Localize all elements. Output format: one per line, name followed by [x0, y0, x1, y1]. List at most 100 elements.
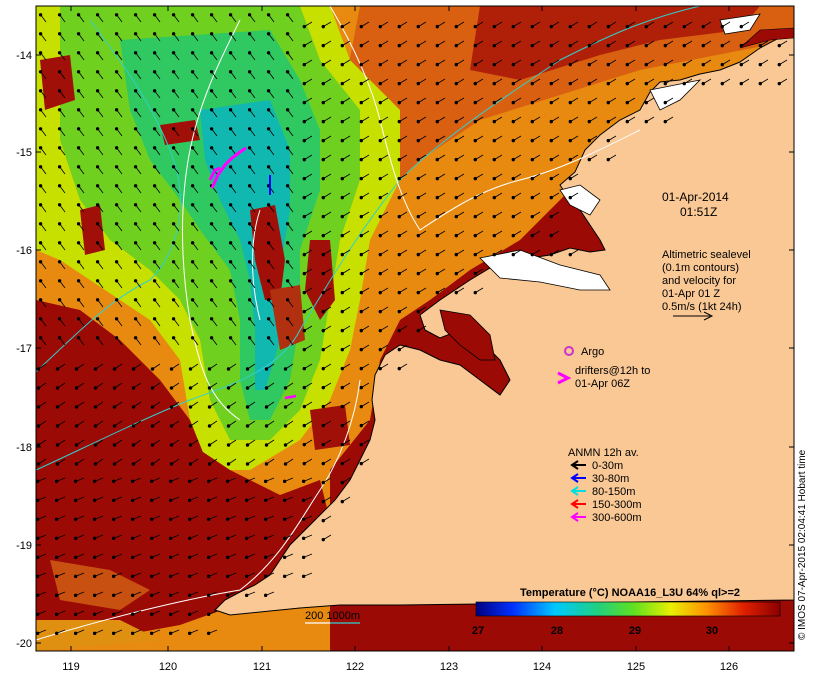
- velocity-arrow-head: [95, 336, 100, 340]
- velocity-arrow-head: [266, 13, 271, 17]
- velocity-arrow-head: [266, 108, 271, 112]
- velocity-arrow-head: [150, 367, 155, 371]
- velocity-arrow-head: [285, 13, 290, 17]
- velocity-arrow-head: [150, 405, 155, 409]
- velocity-arrow-head: [36, 498, 40, 503]
- velocity-arrow-head: [302, 404, 306, 409]
- velocity-arrow-head: [228, 184, 233, 188]
- velocity-arrow-head: [758, 81, 762, 86]
- velocity-arrow-head: [473, 252, 477, 257]
- velocity-arrow-head: [340, 442, 344, 447]
- colorbar-tick-label: 27: [472, 625, 484, 637]
- lon-tick-label: 123: [440, 661, 458, 673]
- lat-tick-label: -17: [16, 343, 32, 355]
- velocity-arrow-head: [245, 405, 250, 409]
- velocity-arrow-head: [171, 32, 176, 36]
- velocity-arrow-head: [92, 612, 97, 617]
- velocity-arrow-head: [111, 498, 116, 503]
- velocity-arrow-head: [511, 119, 515, 124]
- velocity-arrow-head: [340, 347, 344, 352]
- velocity-arrow-head: [149, 612, 154, 617]
- velocity-arrow-head: [435, 100, 439, 105]
- velocity-arrow-head: [397, 157, 401, 162]
- velocity-arrow-head: [247, 184, 252, 188]
- velocity-arrow-head: [206, 498, 211, 503]
- velocity-arrow-head: [549, 252, 553, 257]
- velocity-arrow-head: [266, 89, 271, 93]
- velocity-arrow-head: [57, 241, 62, 245]
- velocity-arrow-head: [285, 165, 290, 169]
- velocity-arrow-head: [190, 279, 195, 283]
- velocity-arrow-head: [302, 24, 306, 29]
- velocity-arrow-head: [209, 336, 214, 340]
- velocity-arrow-head: [263, 593, 268, 598]
- velocity-arrow-head: [359, 214, 363, 219]
- velocity-arrow-head: [473, 100, 477, 105]
- velocity-arrow-head: [473, 233, 477, 238]
- velocity-arrow-head: [321, 176, 325, 181]
- velocity-arrow-head: [247, 203, 252, 207]
- velocity-arrow-head: [133, 222, 138, 226]
- velocity-arrow-head: [73, 612, 78, 617]
- velocity-arrow-head: [38, 13, 43, 17]
- velocity-arrow-head: [283, 424, 288, 428]
- lon-tick-label: 120: [159, 661, 177, 673]
- velocity-arrow-head: [133, 89, 138, 93]
- velocity-arrow-head: [130, 593, 135, 598]
- velocity-arrow-head: [266, 222, 271, 226]
- velocity-arrow-head: [131, 367, 136, 371]
- velocity-arrow-head: [247, 89, 252, 93]
- velocity-arrow-head: [454, 271, 458, 276]
- velocity-arrow-head: [209, 70, 214, 74]
- velocity-arrow-head: [587, 43, 591, 48]
- velocity-arrow-head: [359, 366, 363, 371]
- velocity-arrow-head: [226, 367, 231, 371]
- velocity-arrow-head: [416, 233, 420, 238]
- velocity-arrow-head: [282, 517, 287, 522]
- velocity-arrow-head: [171, 89, 176, 93]
- argo-label: Argo: [581, 346, 604, 358]
- velocity-arrow-head: [168, 555, 173, 560]
- velocity-arrow-head: [285, 279, 290, 283]
- velocity-arrow-head: [111, 555, 116, 560]
- velocity-arrow-head: [57, 203, 62, 207]
- velocity-arrow-head: [95, 146, 100, 150]
- velocity-arrow-head: [133, 70, 138, 74]
- velocity-arrow-head: [340, 81, 344, 86]
- velocity-arrow-head: [511, 176, 515, 181]
- velocity-arrow-head: [264, 386, 269, 390]
- velocity-arrow-head: [131, 424, 136, 428]
- velocity-arrow-head: [133, 241, 138, 245]
- velocity-arrow-head: [321, 328, 325, 333]
- velocity-arrow-head: [454, 233, 458, 238]
- velocity-arrow-head: [225, 574, 230, 579]
- velocity-arrow-head: [378, 233, 382, 238]
- altimetry-note: Altimetric sealevel (0.1m contours) and …: [662, 249, 751, 321]
- velocity-arrow-head: [187, 536, 192, 541]
- velocity-arrow-head: [152, 241, 157, 245]
- velocity-arrow-head: [247, 279, 252, 283]
- velocity-arrow-head: [739, 24, 743, 29]
- velocity-arrow-head: [301, 479, 306, 484]
- velocity-arrow-head: [302, 195, 306, 200]
- velocity-arrow-head: [54, 612, 59, 617]
- velocity-arrow-head: [114, 13, 119, 17]
- velocity-arrow-head: [95, 51, 100, 55]
- velocity-arrow-head: [228, 13, 233, 17]
- velocity-arrow-head: [187, 479, 192, 484]
- velocity-arrow-head: [36, 479, 40, 484]
- velocity-arrow-head: [397, 138, 401, 143]
- velocity-arrow-head: [114, 89, 119, 93]
- velocity-arrow-head: [57, 222, 62, 226]
- velocity-arrow-head: [171, 317, 176, 321]
- velocity-arrow-head: [114, 317, 119, 321]
- velocity-arrow-head: [549, 233, 553, 238]
- velocity-arrow-head: [152, 317, 157, 321]
- velocity-arrow-head: [644, 24, 648, 29]
- velocity-arrow-head: [76, 260, 81, 264]
- velocity-arrow-head: [244, 555, 249, 560]
- velocity-arrow-head: [378, 366, 382, 371]
- longitude-axis: 119 120 121 122 123 124 125 126: [62, 6, 738, 673]
- velocity-arrow-head: [302, 442, 306, 447]
- velocity-arrow-head: [340, 499, 344, 504]
